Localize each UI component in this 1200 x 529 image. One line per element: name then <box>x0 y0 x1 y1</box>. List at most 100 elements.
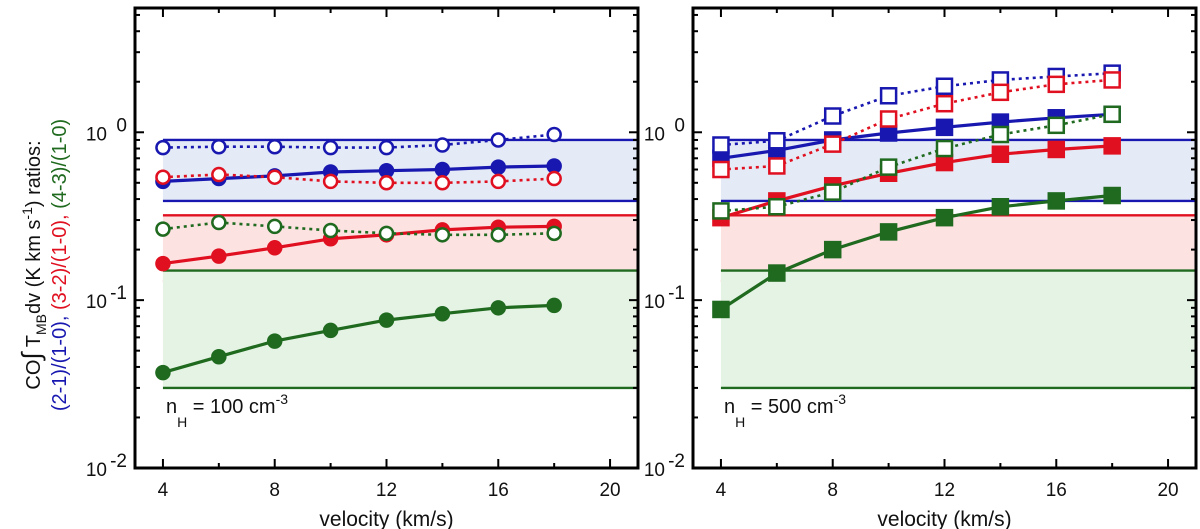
data-point-r21-open <box>322 139 339 156</box>
data-point-r43-open <box>546 225 562 242</box>
data-point-r32-open <box>434 175 451 191</box>
density-annotation-part: = 500 cm <box>745 396 833 418</box>
y-label-dv: dv (K km s <box>23 220 45 314</box>
data-point-r43-filled <box>266 333 283 349</box>
y-tick-label: 10 <box>644 124 665 145</box>
density-annotation: nH = 500 cm-3 <box>724 391 846 430</box>
density-annotation-part: n <box>724 396 735 418</box>
data-point-r43-filled <box>434 305 451 322</box>
x-tick-label: 16 <box>488 480 509 501</box>
y-tick-label-exponent: -1 <box>110 283 127 304</box>
data-point-r21-filled <box>490 159 507 175</box>
y-tick-label: 10 <box>644 292 665 313</box>
density-annotation-part: H <box>735 414 745 430</box>
data-point-r43-open <box>1047 116 1066 135</box>
data-point-r21-filled <box>434 161 451 178</box>
data-point-r43-filled <box>546 297 562 314</box>
series-line-r21-solid <box>720 112 1113 160</box>
series-line-r43-dotted <box>720 113 1113 213</box>
data-point-r21-open <box>712 136 730 154</box>
data-point-r32-open <box>768 157 786 175</box>
data-point-r43-open <box>322 222 339 239</box>
x-tick-label: 4 <box>716 480 727 501</box>
x-tick-label: 12 <box>376 480 397 501</box>
y-tick-label-exponent: 0 <box>116 115 127 136</box>
data-point-r21-open <box>155 139 171 156</box>
data-point-r43-open <box>712 202 730 220</box>
x-tick-label: 16 <box>1046 480 1067 501</box>
data-point-r43-open <box>823 183 842 201</box>
data-point-r43-open <box>155 221 171 237</box>
y-axis-label: CO∫ TMBdv (K km s-1) ratios: (2-1)/(1-0)… <box>16 119 71 411</box>
data-point-r43-open <box>490 227 507 243</box>
y-tick-label: 10 <box>86 292 107 313</box>
data-point-r43-filled <box>211 348 227 365</box>
data-point-r43-open <box>211 214 227 231</box>
y-label-co: CO <box>23 360 45 390</box>
band-r43 <box>720 270 1196 388</box>
data-point-r43-open <box>1103 105 1121 124</box>
data-point-r32-open <box>712 160 730 179</box>
data-point-r32-filled <box>155 255 171 272</box>
data-point-r43-filled <box>712 300 730 319</box>
data-point-r32-filled <box>1047 140 1066 159</box>
y-tick-label: 10 <box>86 460 107 481</box>
series-line-r43-solid <box>720 193 1113 311</box>
y-axis-label-text: CO∫ TMBdv (K km s-1) ratios: <box>16 140 49 389</box>
y-label-ratio-43: (4-3)/(1-0) <box>49 119 71 209</box>
data-point-r21-filled <box>546 158 562 174</box>
data-point-r43-open <box>935 139 954 158</box>
data-point-r32-filled <box>935 153 954 172</box>
y-label-mb: MB <box>33 314 49 335</box>
density-annotation: nH = 100 cm-3 <box>166 391 288 430</box>
density-annotation-part: n <box>166 396 177 418</box>
data-point-r43-filled <box>768 264 786 282</box>
x-tick-label: 8 <box>827 480 838 501</box>
data-point-r32-open <box>322 173 339 190</box>
band-r43 <box>162 270 638 388</box>
data-point-r21-open <box>823 107 842 125</box>
data-point-r32-open <box>879 110 898 128</box>
series-line-r43-dotted <box>162 221 555 237</box>
series-line-r32-dotted <box>162 173 555 185</box>
density-annotation-part: = 100 cm <box>187 396 275 418</box>
data-point-r32-open <box>1047 75 1066 94</box>
data-point-r43-open <box>266 218 283 235</box>
series-line-r21-solid <box>162 164 555 183</box>
data-point-r43-open <box>991 125 1010 144</box>
data-point-r32-open <box>991 83 1010 102</box>
data-point-r32-open <box>935 94 954 113</box>
data-point-r43-filled <box>991 198 1010 216</box>
data-point-r21-open <box>879 87 898 105</box>
y-label-dv-end: ) ratios: <box>23 140 45 207</box>
x-tick-label: 20 <box>599 480 620 501</box>
x-tick-label: 4 <box>158 480 169 501</box>
data-point-r43-open <box>434 227 451 243</box>
density-annotation-part: -3 <box>276 391 289 407</box>
y-label-t: T <box>23 335 45 352</box>
y-tick-label-exponent: -2 <box>668 451 685 472</box>
data-point-r21-open <box>266 138 283 155</box>
data-point-r32-open <box>823 135 842 153</box>
data-point-r32-filled <box>211 248 227 264</box>
data-point-r43-filled <box>879 223 898 241</box>
data-point-r32-open <box>378 175 395 191</box>
data-point-r32-open <box>155 169 171 185</box>
data-point-r43-filled <box>1103 186 1121 205</box>
data-point-r43-filled <box>378 312 395 328</box>
y-label-integral: ∫ <box>16 351 46 362</box>
x-axis-label: velocity (km/s) <box>319 508 453 529</box>
data-point-r43-filled <box>322 322 339 339</box>
data-point-r32-filled <box>991 145 1010 163</box>
data-point-r21-open <box>768 132 786 150</box>
data-point-r21-open <box>211 138 227 155</box>
data-point-r21-open <box>490 132 507 148</box>
y-label-ratio-21: (2-1)/(1-0), <box>49 316 71 412</box>
data-point-r21-open <box>378 139 395 156</box>
data-point-r21-filled <box>879 124 898 142</box>
series-line-r32-solid <box>162 224 555 266</box>
density-annotation-part: H <box>177 414 187 430</box>
